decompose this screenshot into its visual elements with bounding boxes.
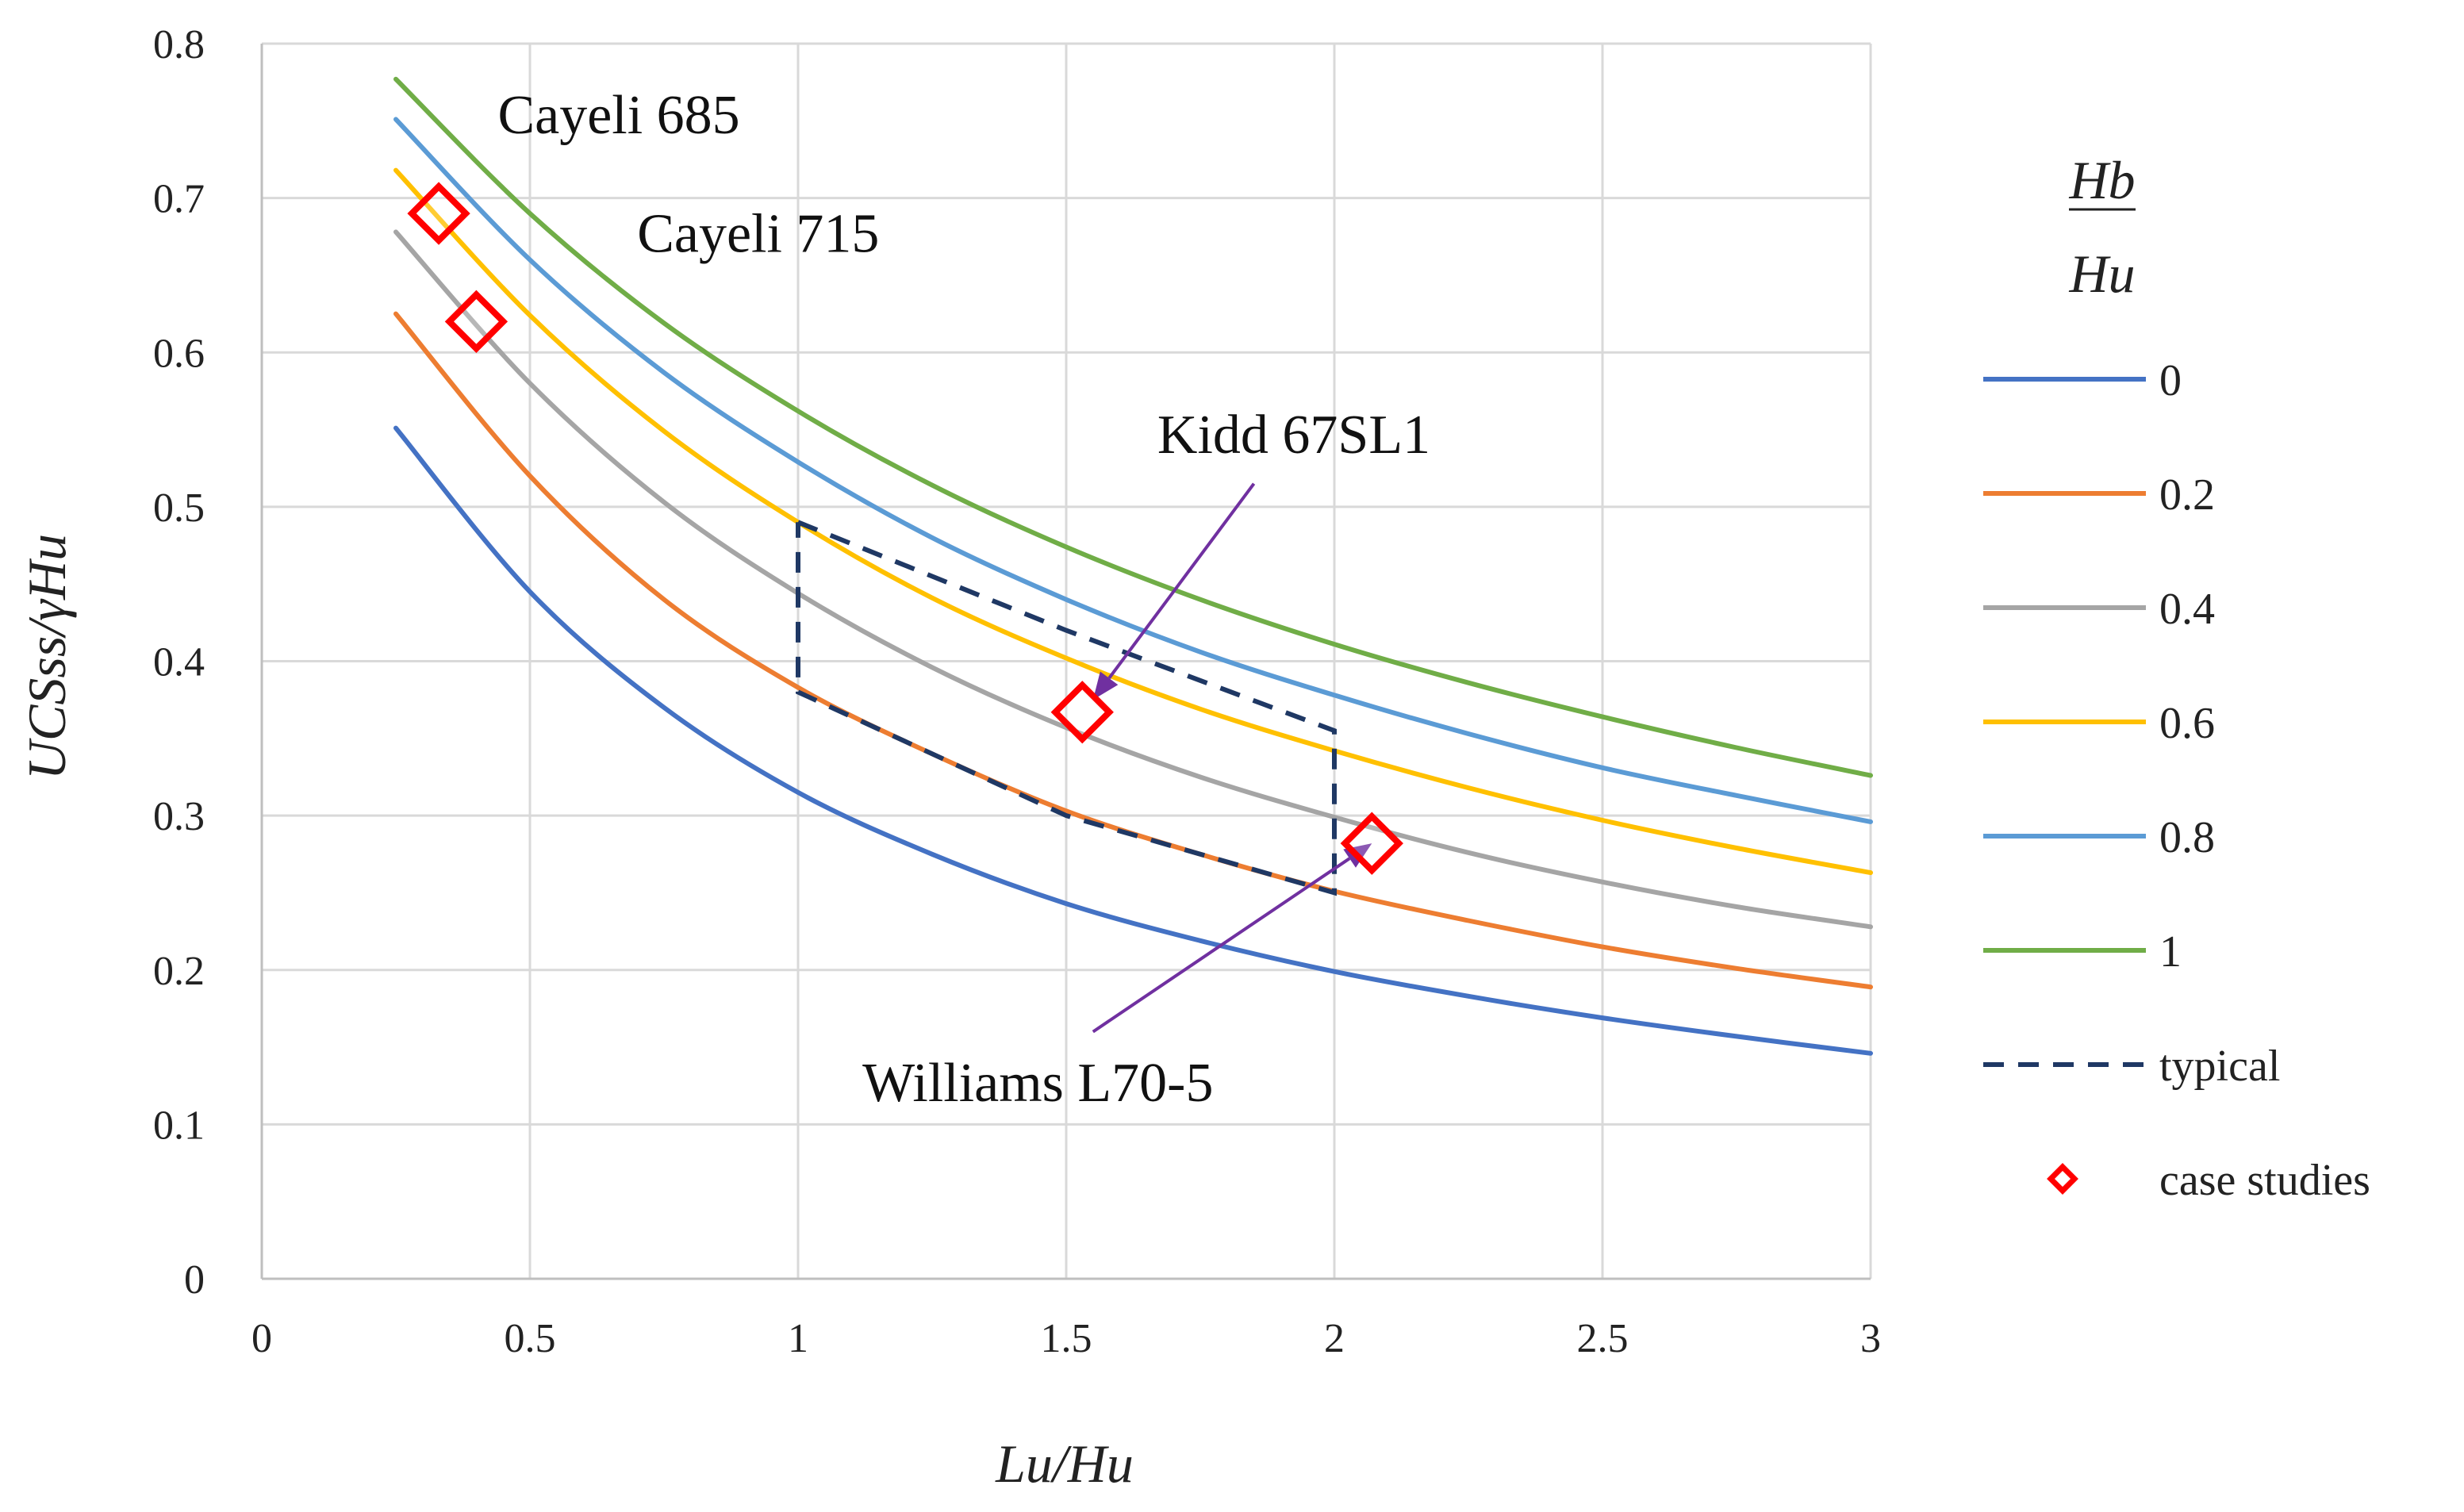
legend-label-0-6: 0.6: [2159, 699, 2215, 748]
y-tick-label-0-5: 0.5: [153, 485, 205, 531]
annotation-kidd-67sl1: Kidd 67SL1: [1157, 405, 1430, 466]
legend-title-numerator: Hb: [2068, 150, 2135, 210]
case-study-markers: [407, 182, 1403, 875]
x-tick-label-1-5: 1.5: [1041, 1316, 1092, 1361]
y-tick-label-0-8: 0.8: [153, 22, 205, 67]
annotation-williams-l70-5: Williams L70-5: [862, 1053, 1213, 1114]
y-tick-label-0-6: 0.6: [153, 331, 205, 376]
y-tick-label-0-1: 0.1: [153, 1103, 205, 1148]
gridlines: [262, 42, 1872, 1279]
series-line-0-2: [393, 311, 1873, 990]
y-tick-label-0-7: 0.7: [153, 177, 205, 222]
series-line-0-4: [393, 229, 1873, 930]
typical-range-outline: [796, 520, 1337, 896]
case-study-marker-williams-l70-5: [1340, 812, 1403, 875]
x-tick-label-0-5: 0.5: [505, 1316, 556, 1361]
series-line-1: [393, 76, 1873, 778]
x-tick-label-3: 3: [1860, 1316, 1881, 1361]
axes: [260, 44, 1871, 1280]
annotations: Cayeli 685 Cayeli 715 Kidd 67SL1 Williams L…: [497, 85, 1430, 1114]
arrow-line-kidd-67sl1: [1107, 482, 1256, 680]
x-tick-label-2: 2: [1324, 1316, 1345, 1361]
legend-label-0-2: 0.2: [2159, 470, 2215, 520]
y-tick-label-0-2: 0.2: [153, 949, 205, 994]
series-lines: [393, 76, 1873, 1056]
legend-key-case-studies: [2047, 1163, 2078, 1195]
legend-label-case-studies: case studies: [2159, 1156, 2370, 1205]
legend-items: 0 0.2 0.4 0.6 0.8 1 typical case studies: [1983, 356, 2370, 1205]
annotation-cayeli-685: Cayeli 685: [497, 85, 739, 146]
legend: Hb Hu 0 0.2 0.4 0.6 0.8 1 typical case studies: [1983, 150, 2370, 1205]
legend-label-1: 1: [2159, 927, 2182, 977]
y-axis-label: UCSss/γHu: [17, 534, 77, 780]
case-study-marker-kidd-67sl1: [1050, 681, 1114, 744]
typical-range: [796, 520, 1337, 896]
x-tick-label-2-5: 2.5: [1577, 1316, 1629, 1361]
legend-label-0: 0: [2159, 356, 2182, 405]
case-study-marker-cayeli-715: [444, 290, 509, 353]
y-tick-label-0: 0: [184, 1257, 205, 1303]
arrow-head-kidd-67sl1: [1092, 671, 1119, 700]
y-tick-label-0-4: 0.4: [153, 640, 205, 685]
legend-label-typical: typical: [2159, 1042, 2280, 1091]
series-line-0-8: [393, 117, 1873, 824]
tick-labels: 0 0.5 1 1.5 2 2.5 3 0 0.1 0.2 0.3 0.4 0.5 0.6 0.7 0.8: [153, 22, 1881, 1361]
annotation-cayeli-715: Cayeli 715: [637, 204, 879, 265]
case-study-marker-cayeli-685: [407, 182, 470, 245]
series-line-0-6: [393, 167, 1873, 876]
legend-title-denominator: Hu: [2068, 244, 2135, 304]
legend-label-0-8: 0.8: [2159, 813, 2215, 862]
annotation-arrows: [1092, 482, 1372, 1034]
legend-label-0-4: 0.4: [2159, 585, 2215, 634]
x-tick-label-1: 1: [788, 1316, 808, 1361]
x-tick-label-0: 0: [251, 1316, 272, 1361]
x-axis-label: Lu/Hu: [995, 1433, 1134, 1494]
y-tick-label-0-3: 0.3: [153, 794, 205, 839]
arrow-line-williams-l70-5: [1092, 857, 1351, 1034]
series-line-0: [393, 425, 1873, 1056]
